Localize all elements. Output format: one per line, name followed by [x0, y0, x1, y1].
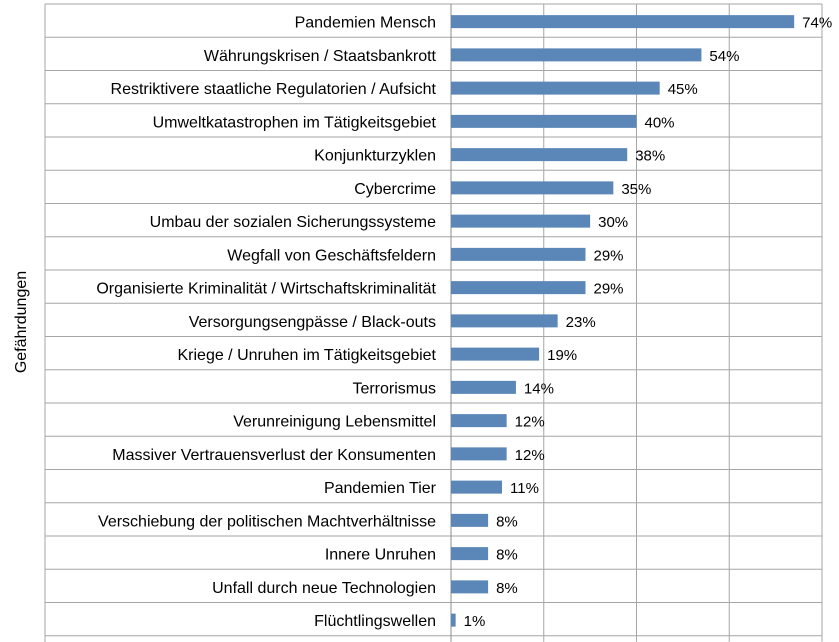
bar [451, 414, 507, 428]
bar [451, 380, 516, 394]
bar [451, 48, 702, 62]
bar [451, 447, 507, 461]
data-label: 8% [496, 547, 518, 564]
category-label: Verschiebung der politischen Machtverhäl… [98, 513, 436, 530]
data-label: 19% [547, 347, 577, 364]
bar [451, 547, 489, 561]
data-label: 35% [621, 181, 651, 198]
grid-lines [44, 3, 823, 642]
bar [451, 580, 489, 594]
bar [451, 15, 795, 29]
data-label: 29% [593, 281, 623, 298]
category-label: Flüchtlingswellen [314, 613, 436, 630]
bar [451, 114, 637, 128]
data-label: 8% [496, 513, 518, 530]
bar [451, 613, 456, 627]
category-label: Cybercrime [354, 181, 436, 198]
category-label: Massiver Vertrauensverlust der Konsument… [112, 447, 436, 464]
bar [451, 513, 489, 527]
data-label: 29% [593, 247, 623, 264]
data-label: 12% [515, 447, 545, 464]
category-label: Pandemien Tier [324, 480, 437, 497]
category-label: Umbau der sozialen Sicherungssysteme [150, 214, 436, 231]
bar [451, 281, 586, 295]
category-label: Pandemien Mensch [295, 15, 436, 32]
category-label: Innere Unruhen [325, 547, 436, 564]
data-label: 74% [802, 15, 832, 32]
bar [451, 247, 586, 261]
bar [451, 214, 591, 228]
category-label: Umweltkatastrophen im Tätigkeitsgebiet [153, 114, 437, 131]
bar [451, 148, 628, 162]
y-axis-label: Gefährdungen [13, 271, 30, 373]
data-label: 38% [635, 148, 665, 165]
data-label: 12% [515, 414, 545, 431]
category-label: Wegfall von Geschäftsfeldern [227, 247, 436, 264]
bars [451, 15, 795, 627]
data-label: 30% [598, 214, 628, 231]
data-label: 8% [496, 580, 518, 597]
data-label: 11% [510, 480, 539, 497]
data-label: 23% [566, 314, 596, 331]
bar [451, 181, 614, 195]
data-label: 1% [464, 613, 486, 630]
category-label: Konjunkturzyklen [314, 148, 436, 165]
bar [451, 480, 503, 494]
data-label: 40% [645, 114, 675, 131]
data-label: 14% [524, 380, 554, 397]
data-label: 54% [709, 48, 739, 65]
data-label: 45% [668, 81, 698, 98]
bar [451, 347, 540, 361]
category-label: Versorgungsengpässe / Black-outs [189, 314, 436, 331]
category-label: Terrorismus [352, 380, 436, 397]
category-labels: Pandemien Mensch Währungskrisen / Staatsb… [96, 15, 436, 631]
bar [451, 81, 660, 95]
category-label: Verunreinigung Lebensmittel [233, 414, 436, 431]
category-label: Währungskrisen / Staatsbankrott [204, 48, 437, 65]
category-label: Restriktivere staatliche Regulatorien / … [111, 81, 437, 98]
category-label: Organisierte Kriminalität / Wirtschaftsk… [96, 281, 436, 298]
bar [451, 314, 558, 328]
category-label: Kriege / Unruhen im Tätigkeitsgebiet [177, 347, 436, 364]
value-labels: 74% 54% 45% 40% 38% 35% 30% 29% 29% 23% 19% 14% 12% 1… [464, 15, 833, 631]
category-label: Unfall durch neue Technologien [212, 580, 436, 597]
